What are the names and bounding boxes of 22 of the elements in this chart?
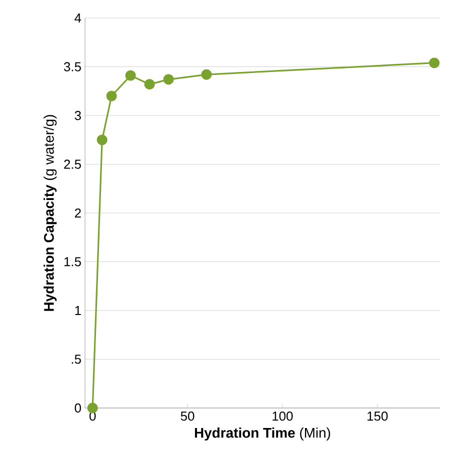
- y-tick-label: 4: [74, 14, 82, 22]
- point: [125, 70, 136, 81]
- y-tick-label: 0: [74, 403, 81, 413]
- x-tick-label: 100: [272, 412, 293, 421]
- y-axis-title: Hydration Capacity (g water/g): [44, 115, 57, 311]
- y-tick-label: 1: [75, 306, 81, 315]
- point: [144, 79, 155, 90]
- point: [96, 134, 108, 146]
- point: [163, 74, 174, 85]
- x-tick-label: 150: [368, 412, 388, 421]
- y-tick-label: 1.5: [64, 257, 81, 266]
- point: [106, 90, 117, 102]
- y-tick-label: 3: [74, 110, 81, 120]
- y-tick-label: 2: [74, 208, 81, 218]
- point: [87, 402, 98, 414]
- y-tick-label: 3.5: [64, 62, 81, 72]
- point: [429, 58, 440, 68]
- x-axis-title: Hydration Time (Min): [194, 428, 330, 441]
- point: [201, 69, 212, 80]
- y-tick-label: .5: [72, 354, 81, 364]
- x-tick-label: 50: [180, 412, 194, 421]
- y-tick-label: 2.5: [64, 160, 81, 169]
